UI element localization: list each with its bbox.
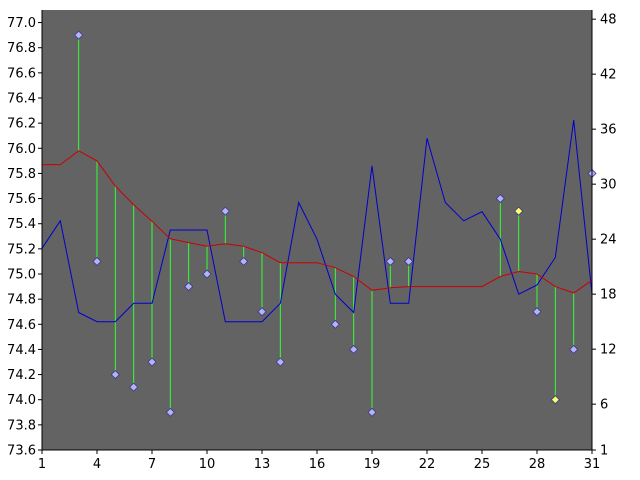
left-y-axis: 73.6 73.8 74.0 74.2 74.4 74.6 74.8 75.0 75.2 75.4… [7, 16, 42, 459]
data-point-28 [532, 307, 542, 317]
right-tick-label: 24 [600, 233, 617, 248]
x-tick-label: 16 [309, 457, 326, 472]
data-point-13 [257, 307, 267, 317]
data-point-3 [74, 30, 84, 40]
data-point-19 [367, 407, 377, 417]
x-tick-label: 19 [364, 457, 381, 472]
data-point-14 [275, 357, 285, 367]
markers [74, 30, 597, 417]
left-tick-label: 76.6 [7, 66, 36, 81]
x-tick-label: 10 [199, 457, 216, 472]
data-point-29 [550, 395, 560, 405]
x-tick-label: 31 [584, 457, 601, 472]
data-point-17 [330, 319, 340, 329]
left-tick-label: 75.6 [7, 192, 36, 207]
left-tick-label: 74.8 [7, 293, 36, 308]
left-tick-label: 75.8 [7, 167, 36, 182]
right-tick-label: 6 [600, 398, 608, 413]
plot-area [42, 10, 592, 450]
average-series-line [42, 150, 593, 294]
series-lines [41, 119, 593, 323]
left-tick-label: 74.2 [7, 368, 36, 383]
data-point-12 [239, 256, 249, 266]
left-tick-label: 75.0 [7, 268, 36, 283]
right-tick-label: 36 [600, 123, 617, 138]
x-tick-label: 7 [148, 457, 156, 472]
left-tick-label: 76.8 [7, 41, 36, 56]
left-tick-label: 76.0 [7, 142, 36, 157]
right-tick-label: 12 [600, 343, 617, 358]
x-tick-label: 13 [254, 457, 271, 472]
data-point-8 [165, 407, 175, 417]
x-tick-label: 28 [529, 457, 546, 472]
drop-lines [78, 35, 593, 413]
left-tick-label: 74.0 [7, 393, 36, 408]
data-point-9 [184, 282, 194, 292]
x-axis: 1 4 7 10 13 16 19 22 25 28 31 [38, 450, 600, 472]
data-point-21 [404, 256, 414, 266]
right-axis-series-line [41, 119, 593, 323]
right-tick-label: 30 [600, 178, 617, 193]
right-tick-label: 1 [600, 444, 608, 459]
right-tick-label: 48 [600, 13, 617, 28]
left-tick-label: 73.8 [7, 418, 36, 433]
data-point-5 [110, 370, 120, 380]
data-point-26 [495, 194, 505, 204]
right-tick-label: 18 [600, 288, 617, 303]
data-point-7 [147, 357, 157, 367]
left-tick-label: 76.2 [7, 117, 36, 132]
x-tick-label: 4 [93, 457, 101, 472]
left-tick-label: 76.4 [7, 92, 36, 107]
left-tick-label: 73.6 [7, 444, 36, 459]
left-tick-label: 74.6 [7, 318, 36, 333]
data-point-4 [92, 256, 102, 266]
left-tick-label: 75.4 [7, 217, 36, 232]
left-tick-label: 74.4 [7, 343, 36, 358]
x-tick-label: 22 [419, 457, 436, 472]
x-tick-label: 1 [38, 457, 46, 472]
data-point-10 [202, 269, 212, 279]
data-point-27 [514, 206, 524, 216]
left-tick-label: 77.0 [7, 16, 36, 31]
data-point-11 [220, 206, 230, 216]
left-tick-label: 75.2 [7, 242, 36, 257]
data-point-20 [385, 256, 395, 266]
right-tick-label: 42 [600, 68, 617, 83]
data-point-30 [569, 344, 579, 354]
x-tick-label: 25 [474, 457, 491, 472]
data-point-18 [349, 344, 359, 354]
data-point-6 [129, 382, 139, 392]
right-y-axis: 1 6 12 18 24 30 36 42 48 [592, 13, 617, 459]
